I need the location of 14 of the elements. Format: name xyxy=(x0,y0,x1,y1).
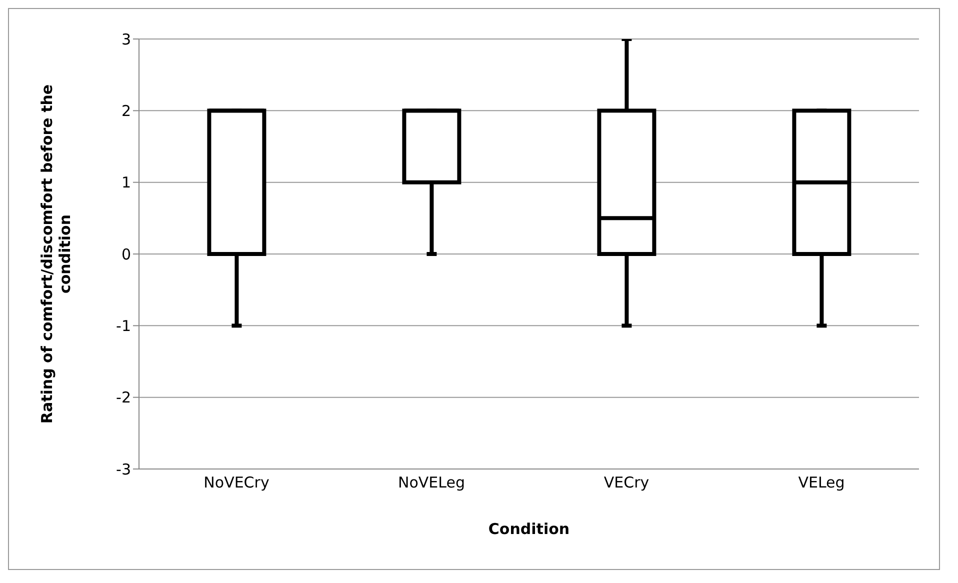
x-axis-title: Condition xyxy=(488,520,570,538)
x-tick-label: NoVECry xyxy=(204,474,270,492)
x-tick-label: VECry xyxy=(604,474,650,492)
y-axis-title: Rating of comfort/discomfort before the condition xyxy=(38,84,74,424)
y-tick-label: -2 xyxy=(116,388,131,407)
y-tick-label: 0 xyxy=(121,245,131,264)
x-tick-label: VELeg xyxy=(798,474,845,492)
y-tick-label: 2 xyxy=(121,102,131,120)
chart-frame: Rating of comfort/discomfort before the condition NoVECry NoVELeg VECry VELeg Condition -3 -2 -1 0 1 2 3 xyxy=(8,8,940,570)
y-tick-label: 3 xyxy=(121,30,131,48)
x-tick-label: NoVELeg xyxy=(398,474,465,492)
y-tick-label: -3 xyxy=(116,460,131,478)
y-tick-label: -1 xyxy=(116,316,131,335)
y-tick-label: 1 xyxy=(121,174,131,192)
